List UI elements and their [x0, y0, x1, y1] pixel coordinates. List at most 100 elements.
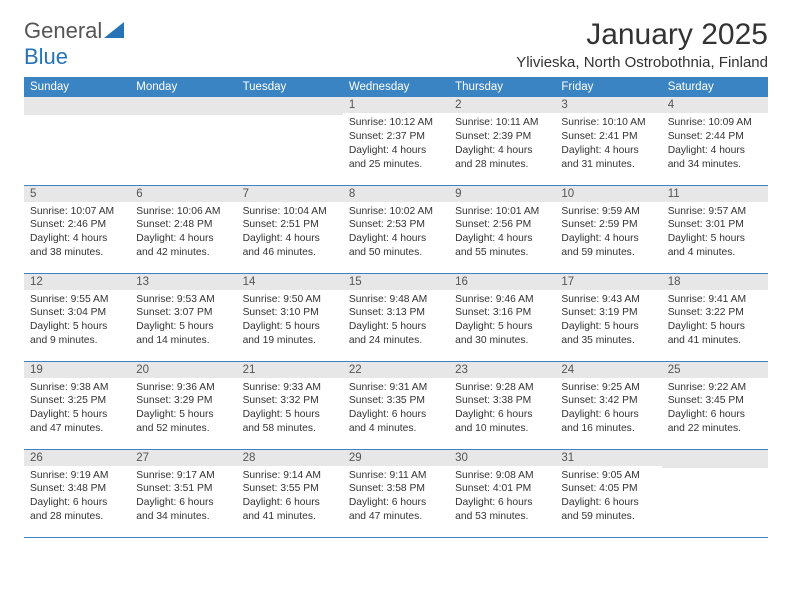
day-details: Sunrise: 9:57 AMSunset: 3:01 PMDaylight:… [662, 202, 768, 265]
day-details: Sunrise: 10:11 AMSunset: 2:39 PMDaylight… [449, 113, 555, 176]
day-number [24, 97, 130, 115]
detail-line: and 41 minutes. [243, 510, 337, 524]
day-number [662, 450, 768, 468]
day-details: Sunrise: 10:02 AMSunset: 2:53 PMDaylight… [343, 202, 449, 265]
detail-line: Sunrise: 10:06 AM [136, 205, 230, 219]
day-number: 17 [555, 274, 661, 290]
calendar-cell: 5Sunrise: 10:07 AMSunset: 2:46 PMDayligh… [24, 185, 130, 273]
detail-line: and 16 minutes. [561, 422, 655, 436]
calendar-cell [662, 449, 768, 537]
day-number: 22 [343, 362, 449, 378]
calendar-cell: 18Sunrise: 9:41 AMSunset: 3:22 PMDayligh… [662, 273, 768, 361]
day-details: Sunrise: 10:12 AMSunset: 2:37 PMDaylight… [343, 113, 449, 176]
detail-line: Daylight: 6 hours [668, 408, 762, 422]
day-number: 15 [343, 274, 449, 290]
calendar-cell [24, 97, 130, 185]
day-number: 25 [662, 362, 768, 378]
detail-line: Sunset: 2:48 PM [136, 218, 230, 232]
weekday-header: Tuesday [237, 77, 343, 97]
calendar-cell: 19Sunrise: 9:38 AMSunset: 3:25 PMDayligh… [24, 361, 130, 449]
detail-line: Daylight: 4 hours [455, 144, 549, 158]
logo-text-general: General [24, 18, 102, 43]
day-number: 23 [449, 362, 555, 378]
detail-line: and 55 minutes. [455, 246, 549, 260]
detail-line: and 35 minutes. [561, 334, 655, 348]
detail-line: Daylight: 5 hours [561, 320, 655, 334]
weekday-header: Saturday [662, 77, 768, 97]
detail-line: Sunrise: 9:31 AM [349, 381, 443, 395]
detail-line: Sunset: 4:05 PM [561, 482, 655, 496]
logo-text-blue: Blue [24, 44, 68, 69]
detail-line: Sunset: 2:59 PM [561, 218, 655, 232]
day-details: Sunrise: 9:14 AMSunset: 3:55 PMDaylight:… [237, 466, 343, 529]
day-details: Sunrise: 9:28 AMSunset: 3:38 PMDaylight:… [449, 378, 555, 441]
detail-line: Sunrise: 10:02 AM [349, 205, 443, 219]
detail-line: Sunset: 3:55 PM [243, 482, 337, 496]
calendar-cell: 23Sunrise: 9:28 AMSunset: 3:38 PMDayligh… [449, 361, 555, 449]
detail-line: Sunrise: 9:57 AM [668, 205, 762, 219]
detail-line: Daylight: 4 hours [455, 232, 549, 246]
weekday-header: Thursday [449, 77, 555, 97]
calendar-row: 1Sunrise: 10:12 AMSunset: 2:37 PMDayligh… [24, 97, 768, 185]
detail-line: and 52 minutes. [136, 422, 230, 436]
detail-line: Sunset: 3:29 PM [136, 394, 230, 408]
calendar-cell: 9Sunrise: 10:01 AMSunset: 2:56 PMDayligh… [449, 185, 555, 273]
detail-line: Daylight: 6 hours [349, 496, 443, 510]
day-number: 16 [449, 274, 555, 290]
detail-line: Sunset: 3:01 PM [668, 218, 762, 232]
detail-line: Sunset: 3:22 PM [668, 306, 762, 320]
calendar-cell: 8Sunrise: 10:02 AMSunset: 2:53 PMDayligh… [343, 185, 449, 273]
detail-line: Sunset: 2:53 PM [349, 218, 443, 232]
day-number: 14 [237, 274, 343, 290]
calendar-cell: 12Sunrise: 9:55 AMSunset: 3:04 PMDayligh… [24, 273, 130, 361]
detail-line: and 59 minutes. [561, 510, 655, 524]
detail-line: Daylight: 5 hours [349, 320, 443, 334]
detail-line: Sunset: 3:13 PM [349, 306, 443, 320]
detail-line: Sunrise: 9:41 AM [668, 293, 762, 307]
calendar-cell: 26Sunrise: 9:19 AMSunset: 3:48 PMDayligh… [24, 449, 130, 537]
day-details: Sunrise: 10:09 AMSunset: 2:44 PMDaylight… [662, 113, 768, 176]
detail-line: Sunrise: 9:36 AM [136, 381, 230, 395]
calendar-cell: 4Sunrise: 10:09 AMSunset: 2:44 PMDayligh… [662, 97, 768, 185]
detail-line: Sunset: 3:51 PM [136, 482, 230, 496]
detail-line: Sunrise: 9:05 AM [561, 469, 655, 483]
detail-line: Sunset: 3:38 PM [455, 394, 549, 408]
detail-line: Daylight: 6 hours [30, 496, 124, 510]
detail-line: Daylight: 5 hours [30, 320, 124, 334]
detail-line: Sunset: 3:32 PM [243, 394, 337, 408]
day-details: Sunrise: 9:38 AMSunset: 3:25 PMDaylight:… [24, 378, 130, 441]
detail-line: and 19 minutes. [243, 334, 337, 348]
day-number: 10 [555, 186, 661, 202]
detail-line: Daylight: 6 hours [243, 496, 337, 510]
detail-line: Daylight: 5 hours [668, 320, 762, 334]
logo: General Blue [24, 18, 124, 70]
calendar-cell [237, 97, 343, 185]
detail-line: Daylight: 4 hours [136, 232, 230, 246]
calendar-row: 5Sunrise: 10:07 AMSunset: 2:46 PMDayligh… [24, 185, 768, 273]
detail-line: and 14 minutes. [136, 334, 230, 348]
calendar-cell: 30Sunrise: 9:08 AMSunset: 4:01 PMDayligh… [449, 449, 555, 537]
detail-line: Daylight: 5 hours [455, 320, 549, 334]
day-details: Sunrise: 9:48 AMSunset: 3:13 PMDaylight:… [343, 290, 449, 353]
day-number: 11 [662, 186, 768, 202]
day-details: Sunrise: 10:07 AMSunset: 2:46 PMDaylight… [24, 202, 130, 265]
detail-line: and 31 minutes. [561, 158, 655, 172]
detail-line: Sunrise: 10:09 AM [668, 116, 762, 130]
calendar-cell: 20Sunrise: 9:36 AMSunset: 3:29 PMDayligh… [130, 361, 236, 449]
detail-line: Sunrise: 9:55 AM [30, 293, 124, 307]
day-number: 13 [130, 274, 236, 290]
detail-line: Sunset: 2:41 PM [561, 130, 655, 144]
detail-line: Sunset: 4:01 PM [455, 482, 549, 496]
detail-line: Sunrise: 9:14 AM [243, 469, 337, 483]
calendar-cell: 14Sunrise: 9:50 AMSunset: 3:10 PMDayligh… [237, 273, 343, 361]
detail-line: Sunrise: 10:04 AM [243, 205, 337, 219]
day-number [130, 97, 236, 115]
calendar-cell: 11Sunrise: 9:57 AMSunset: 3:01 PMDayligh… [662, 185, 768, 273]
day-number: 12 [24, 274, 130, 290]
detail-line: and 4 minutes. [349, 422, 443, 436]
detail-line: Daylight: 5 hours [243, 408, 337, 422]
detail-line: Sunset: 2:46 PM [30, 218, 124, 232]
detail-line: and 4 minutes. [668, 246, 762, 260]
calendar-cell: 22Sunrise: 9:31 AMSunset: 3:35 PMDayligh… [343, 361, 449, 449]
day-details: Sunrise: 10:01 AMSunset: 2:56 PMDaylight… [449, 202, 555, 265]
